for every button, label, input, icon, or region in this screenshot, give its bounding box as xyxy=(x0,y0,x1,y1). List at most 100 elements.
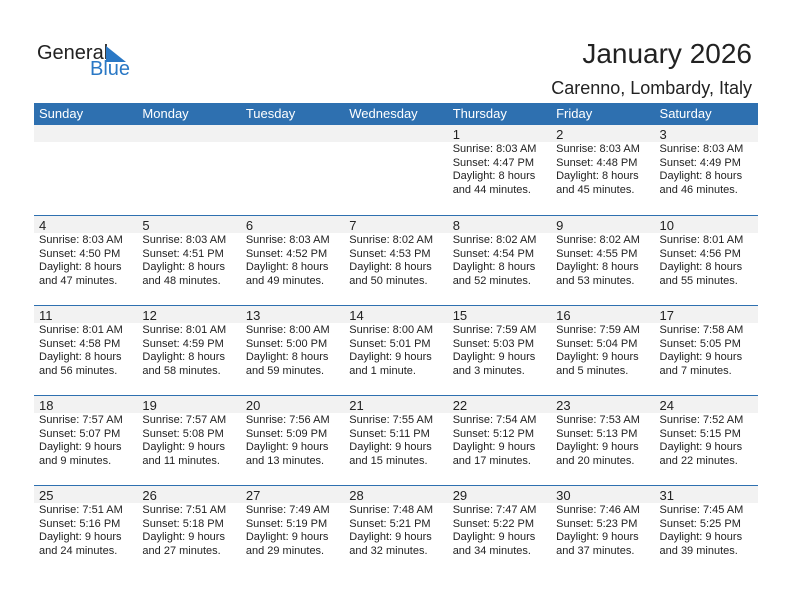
day-info: Sunrise: 8:02 AM Sunset: 4:55 PM Daylight:… xyxy=(556,234,654,288)
day-cell: 6 Sunrise: 8:03 AM Sunset: 4:52 PM Daylight… xyxy=(241,216,344,305)
daylight2-text: and 34 minutes. xyxy=(452,544,531,557)
day-cell: 18 Sunrise: 7:57 AM Sunset: 5:07 PM Dayligh… xyxy=(34,396,137,485)
weekday-friday: Friday xyxy=(556,106,593,121)
sunset-text: Sunset: 4:49 PM xyxy=(659,156,741,169)
sunrise-text: Sunrise: 7:47 AM xyxy=(452,504,537,516)
day-info: Sunrise: 7:54 AM Sunset: 5:12 PM Daylight:… xyxy=(453,414,551,468)
daylight2-text: and 24 minutes. xyxy=(39,544,118,557)
sunset-text: Sunset: 5:18 PM xyxy=(142,517,224,530)
daylight1-text: Daylight: 8 hours xyxy=(556,170,639,182)
sunset-text: Sunset: 4:56 PM xyxy=(659,247,741,260)
sunrise-text: Sunrise: 8:02 AM xyxy=(349,234,434,246)
sunset-text: Sunset: 5:23 PM xyxy=(556,517,638,530)
logo-text-general: General xyxy=(37,42,109,64)
day-info: Sunrise: 7:52 AM Sunset: 5:15 PM Daylight:… xyxy=(660,414,758,468)
day-number: 30 xyxy=(556,488,571,503)
day-cell: 7 Sunrise: 8:02 AM Sunset: 4:53 PM Daylight… xyxy=(344,216,447,305)
day-cell: 13 Sunrise: 8:00 AM Sunset: 5:00 PM Dayligh… xyxy=(241,306,344,395)
sunset-text: Sunset: 5:19 PM xyxy=(245,517,328,530)
daylight1-text: Daylight: 9 hours xyxy=(349,531,432,543)
daylight2-text: and 32 minutes. xyxy=(349,544,428,557)
day-info: Sunrise: 8:00 AM Sunset: 5:00 PM Daylight:… xyxy=(246,324,344,378)
day-number: 27 xyxy=(245,488,261,503)
sunrise-text: Sunrise: 8:00 AM xyxy=(349,324,434,336)
sunset-text: Sunset: 5:05 PM xyxy=(659,337,741,350)
daylight1-text: Daylight: 8 hours xyxy=(452,170,536,182)
sunset-text: Sunset: 5:15 PM xyxy=(659,427,741,440)
daylight1-text: Daylight: 9 hours xyxy=(452,441,536,453)
day-number: 19 xyxy=(142,398,157,413)
day-cell: 22 Sunrise: 7:54 AM Sunset: 5:12 PM Dayligh… xyxy=(448,396,551,485)
day-info: Sunrise: 8:01 AM Sunset: 4:58 PM Daylight:… xyxy=(39,324,137,378)
logo-text-blue: Blue xyxy=(90,58,131,80)
day-info: Sunrise: 7:59 AM Sunset: 5:03 PM Daylight:… xyxy=(453,324,551,378)
daylight1-text: Daylight: 9 hours xyxy=(245,441,329,453)
day-cell: 24 Sunrise: 7:52 AM Sunset: 5:15 PM Dayligh… xyxy=(655,396,758,485)
sunrise-text: Sunrise: 7:59 AM xyxy=(556,324,640,336)
day-cell: 27 Sunrise: 7:49 AM Sunset: 5:19 PM Dayligh… xyxy=(241,486,344,575)
daylight1-text: Daylight: 9 hours xyxy=(659,441,743,453)
daylight2-text: and 13 minutes. xyxy=(245,454,325,467)
weekday-sunday: Sunday xyxy=(39,106,84,121)
day-number: 13 xyxy=(245,308,261,323)
daylight1-text: Daylight: 8 hours xyxy=(142,351,225,363)
daylight1-text: Daylight: 8 hours xyxy=(245,351,329,363)
day-number: 6 xyxy=(245,218,254,233)
sunset-text: Sunset: 4:48 PM xyxy=(556,156,638,169)
day-number: 14 xyxy=(349,308,364,323)
day-number-band xyxy=(34,125,758,142)
day-cell: 10 Sunrise: 8:01 AM Sunset: 4:56 PM Dayligh… xyxy=(655,216,758,305)
weekday-monday: Monday xyxy=(142,106,189,121)
day-info: Sunrise: 7:46 AM Sunset: 5:23 PM Daylight:… xyxy=(556,504,654,558)
day-number: 18 xyxy=(39,398,54,413)
sunrise-text: Sunrise: 7:45 AM xyxy=(659,504,744,516)
daylight1-text: Daylight: 8 hours xyxy=(452,261,536,273)
sunset-text: Sunset: 5:21 PM xyxy=(349,517,431,530)
day-number: 12 xyxy=(142,308,157,323)
day-number: 23 xyxy=(556,398,571,413)
empty-cell xyxy=(344,125,447,215)
sunset-text: Sunset: 5:00 PM xyxy=(245,337,328,350)
daylight2-text: and 44 minutes. xyxy=(452,183,531,196)
sunset-text: Sunset: 5:03 PM xyxy=(452,337,535,350)
day-info: Sunrise: 7:56 AM Sunset: 5:09 PM Daylight:… xyxy=(246,414,344,468)
day-cell: 31 Sunrise: 7:45 AM Sunset: 5:25 PM Dayligh… xyxy=(655,486,758,575)
daylight2-text: and 3 minutes. xyxy=(452,364,525,377)
sunset-text: Sunset: 4:50 PM xyxy=(39,247,121,260)
daylight2-text: and 5 minutes. xyxy=(556,364,629,377)
week-row: 4 Sunrise: 8:03 AM Sunset: 4:50 PM Daylight… xyxy=(34,215,758,305)
daylight1-text: Daylight: 8 hours xyxy=(659,261,743,273)
day-info: Sunrise: 8:03 AM Sunset: 4:49 PM Daylight:… xyxy=(660,143,758,197)
daylight1-text: Daylight: 8 hours xyxy=(39,261,122,273)
day-number: 29 xyxy=(452,488,468,503)
daylight2-text: and 1 minute. xyxy=(349,364,416,377)
sunrise-text: Sunrise: 7:56 AM xyxy=(245,414,330,426)
week-row: 18 Sunrise: 7:57 AM Sunset: 5:07 PM Dayligh… xyxy=(34,395,758,485)
sunrise-text: Sunrise: 7:55 AM xyxy=(349,414,434,426)
day-cell: 21 Sunrise: 7:55 AM Sunset: 5:11 PM Dayligh… xyxy=(344,396,447,485)
day-info: Sunrise: 7:57 AM Sunset: 5:07 PM Daylight:… xyxy=(39,414,137,468)
day-info: Sunrise: 8:03 AM Sunset: 4:48 PM Daylight:… xyxy=(556,143,654,197)
day-number-band xyxy=(34,486,758,503)
day-cell: 26 Sunrise: 7:51 AM Sunset: 5:18 PM Dayligh… xyxy=(137,486,240,575)
day-number: 28 xyxy=(349,488,364,503)
daylight1-text: Daylight: 8 hours xyxy=(659,170,743,182)
day-number: 4 xyxy=(39,218,47,233)
daylight2-text: and 39 minutes. xyxy=(659,544,738,557)
day-info: Sunrise: 8:03 AM Sunset: 4:52 PM Daylight:… xyxy=(246,234,344,288)
daylight1-text: Daylight: 8 hours xyxy=(556,261,639,273)
sunrise-text: Sunrise: 7:51 AM xyxy=(39,504,123,516)
sunset-text: Sunset: 5:13 PM xyxy=(556,427,638,440)
day-number: 8 xyxy=(452,218,460,233)
sunset-text: Sunset: 5:08 PM xyxy=(142,427,224,440)
day-info: Sunrise: 7:59 AM Sunset: 5:04 PM Daylight:… xyxy=(556,324,654,378)
day-info: Sunrise: 7:53 AM Sunset: 5:13 PM Daylight:… xyxy=(556,414,654,468)
sunrise-text: Sunrise: 7:51 AM xyxy=(142,504,227,516)
day-info: Sunrise: 7:58 AM Sunset: 5:05 PM Daylight:… xyxy=(660,324,758,378)
week-row: 1 Sunrise: 8:03 AM Sunset: 4:47 PM Daylight… xyxy=(34,125,758,215)
day-cell: 4 Sunrise: 8:03 AM Sunset: 4:50 PM Daylight… xyxy=(34,216,137,305)
sunset-text: Sunset: 5:09 PM xyxy=(245,427,328,440)
day-info: Sunrise: 8:03 AM Sunset: 4:51 PM Daylight:… xyxy=(142,234,240,288)
day-info: Sunrise: 7:51 AM Sunset: 5:18 PM Daylight:… xyxy=(142,504,240,558)
sunrise-text: Sunrise: 8:03 AM xyxy=(452,143,537,155)
